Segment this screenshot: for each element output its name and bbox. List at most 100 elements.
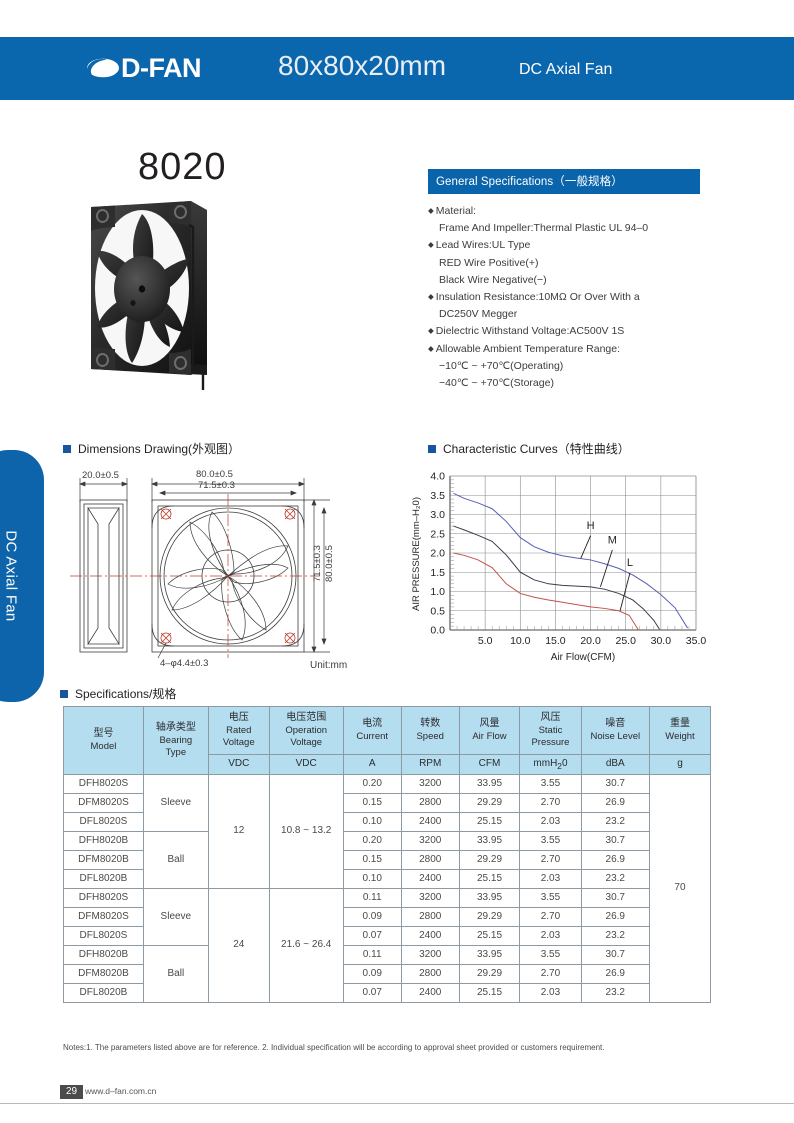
cell-model: DFH8020B <box>63 945 144 965</box>
general-spec-line: DC250V Megger <box>439 308 518 321</box>
chart-xtick: 15.0 <box>545 635 566 647</box>
cell-static-pressure: 3.55 <box>519 888 582 908</box>
general-spec-line: Insulation Resistance:10MΩ Or Over With … <box>428 289 700 306</box>
table-row: DFM8020S 0.15 2800 29.29 2.70 26.9 <box>63 793 711 813</box>
col-header-operation-voltage: 电压范围 Operation Voltage <box>268 706 344 755</box>
cell-speed: 2800 <box>400 964 460 984</box>
cell-bearing-type: Ball <box>142 945 209 1003</box>
general-spec-line: Black Wire Negative(−) <box>439 273 547 286</box>
cell-air-flow: 25.15 <box>458 926 521 946</box>
dim-overall-width: 80.0±0.5 <box>196 469 233 480</box>
cell-speed: 3200 <box>400 945 460 965</box>
section-heading-curves-label: Characteristic Curves（特性曲线） <box>443 442 630 456</box>
dim-hole-pitch-width: 71.5±0.3 <box>198 480 235 491</box>
col-header-en: Bearing <box>159 734 193 746</box>
general-specifications-panel: General Specifications（一般规格） Material: Fr… <box>428 169 700 392</box>
col-header-cn: 型号 <box>93 728 114 740</box>
table-header: 型号 Model 轴承类型 Bearing Type 电压 Rated Voltage 电压范围… <box>63 706 712 775</box>
table-row: DFL8020B 0.07 2400 25.15 2.03 23.2 <box>63 983 711 1003</box>
chart-xtick: 25.0 <box>615 635 636 647</box>
cell-current: 0.07 <box>342 983 402 1003</box>
cell-static-pressure: 3.55 <box>519 774 582 794</box>
cell-noise-level: 30.7 <box>580 888 650 908</box>
col-header-speed: 转数 Speed <box>400 706 460 755</box>
col-header-noise-level: 噪音 Noise Level <box>580 706 650 755</box>
col-unit-speed: RPM <box>400 754 460 775</box>
page-header-banner: D-FAN 80x80x20mm DC Axial Fan <box>0 37 794 100</box>
dimensions-drawing: 20.0±0.5 80.0±0.5 71.5±0.3 71.5±0.3 80.0… <box>70 469 347 671</box>
cell-air-flow: 33.95 <box>458 945 521 965</box>
section-heading-dimensions: Dimensions Drawing(外观图） <box>63 440 240 457</box>
general-spec-line: Dielectric Withstand Voltage:AC500V 1S <box>428 323 700 340</box>
cell-static-pressure: 2.03 <box>519 869 582 889</box>
col-unit-static-pressure: mmH20 <box>519 754 582 775</box>
page-title: 8020 <box>138 146 227 188</box>
col-header-en: Weight <box>665 730 695 742</box>
section-heading-specifications-label: Specifications/规格 <box>75 687 177 701</box>
cell-air-flow: 29.29 <box>458 850 521 870</box>
chart-y-axis-label: AIR PRESSURE(mm–H₂0) <box>411 497 422 611</box>
col-header-cn: 电流 <box>362 718 383 730</box>
cell-operation-voltage: 10.8 ~ 13.2 <box>268 774 344 889</box>
col-header-en: Model <box>90 740 117 752</box>
cell-current: 0.09 <box>342 964 402 984</box>
cell-model: DFH8020S <box>63 888 144 908</box>
col-header-cn: 电压 <box>228 712 249 724</box>
cell-model: DFM8020S <box>63 793 144 813</box>
curve-label-leader <box>580 535 591 559</box>
general-spec-line: Frame And Impeller:Thermal Plastic UL 94… <box>439 222 649 235</box>
table-body: DFH8020S Sleeve 12 10.8 ~ 13.2 0.20 3200 33.95… <box>63 774 712 1003</box>
col-header-cn: 轴承类型 <box>155 722 196 734</box>
cell-model: DFM8020S <box>63 907 144 927</box>
cell-air-flow: 25.15 <box>458 983 521 1003</box>
cell-current: 0.20 <box>342 774 402 794</box>
col-header-cn: 风压 <box>540 712 561 724</box>
chart-ytick: 3.0 <box>430 509 445 521</box>
cell-rated-voltage: 24 <box>207 888 270 1003</box>
cell-current: 0.20 <box>342 831 402 851</box>
banner-subtitle: DC Axial Fan <box>519 61 613 78</box>
table-row: DFH8020S Sleeve 24 21.6 ~ 26.4 0.11 3200 33.95… <box>63 888 711 1003</box>
cell-air-flow: 25.15 <box>458 869 521 889</box>
col-header-en: Voltage <box>290 736 323 748</box>
banner-content: D-FAN 80x80x20mm DC Axial Fan <box>0 37 794 100</box>
chart-ytick: 4.0 <box>430 471 445 483</box>
cell-speed: 2400 <box>400 926 460 946</box>
chart-ytick: 0.5 <box>430 605 445 617</box>
table-row: DFM8020B 0.15 2800 29.29 2.70 26.9 <box>63 850 711 870</box>
cell-current: 0.10 <box>342 812 402 832</box>
banner-size-title: 80x80x20mm <box>278 50 447 81</box>
col-header-en: Operation <box>285 724 328 736</box>
cell-current: 0.09 <box>342 907 402 927</box>
cell-static-pressure: 2.03 <box>519 926 582 946</box>
cell-speed: 2800 <box>400 850 460 870</box>
col-header-rated-voltage: 电压 Rated Voltage <box>207 706 270 755</box>
chart-tick-labels: 5.0 10.0 15.0 20.0 25.0 30.0 35.0 0.0 0.5 1.0 1.5 2… <box>430 471 706 647</box>
col-header-en: Speed <box>416 730 444 742</box>
cell-static-pressure: 2.03 <box>519 812 582 832</box>
cell-static-pressure: 2.70 <box>519 907 582 927</box>
chart-ytick: 3.5 <box>430 490 445 502</box>
cell-model: DFH8020S <box>63 774 144 794</box>
cell-static-pressure: 2.70 <box>519 850 582 870</box>
table-header-row-main: 型号 Model 轴承类型 Bearing Type 电压 Rated Voltage 电压范围… <box>63 706 712 775</box>
section-heading-dimensions-label: Dimensions Drawing(外观图） <box>78 442 241 456</box>
side-tab-label: DC Axial Fan <box>2 530 20 622</box>
cell-air-flow: 25.15 <box>458 812 521 832</box>
cell-model: DFL8020B <box>63 869 144 889</box>
col-header-en: Rated <box>226 724 252 736</box>
cell-speed: 3200 <box>400 831 460 851</box>
dim-overall-height: 80.0±0.5 <box>324 545 335 582</box>
dim-side-width: 20.0±0.5 <box>82 470 119 481</box>
table-header-row-units: VDC VDC A RPM CFM mmH20 dBA g <box>64 754 712 775</box>
dim-mounting-holes: 4–φ4.4±0.3 <box>160 658 208 669</box>
cell-air-flow: 33.95 <box>458 774 521 794</box>
col-header-en: Voltage <box>222 736 255 748</box>
cell-noise-level: 30.7 <box>580 774 650 794</box>
cell-static-pressure: 2.70 <box>519 793 582 813</box>
col-header-en: Air Flow <box>472 730 507 742</box>
col-unit-air-flow: CFM <box>458 754 521 775</box>
cell-speed: 2800 <box>400 793 460 813</box>
chart-xtick: 35.0 <box>686 635 707 647</box>
col-unit-operation-voltage: VDC <box>268 754 344 775</box>
